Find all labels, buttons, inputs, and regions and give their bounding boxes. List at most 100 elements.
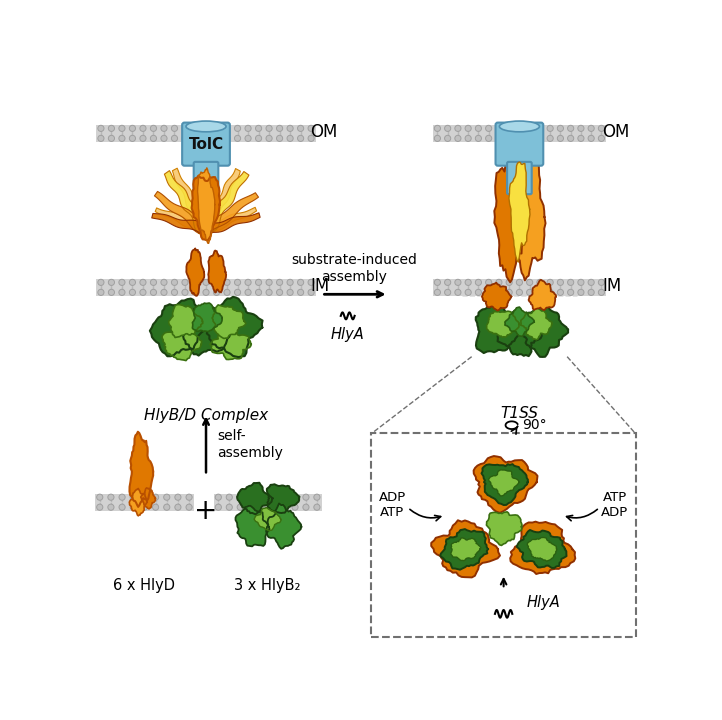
Bar — [432, 125, 606, 142]
Text: 90°: 90° — [523, 418, 547, 432]
Circle shape — [97, 125, 104, 132]
Circle shape — [547, 279, 553, 285]
FancyBboxPatch shape — [193, 162, 218, 194]
Circle shape — [588, 279, 594, 285]
Circle shape — [567, 289, 574, 295]
Circle shape — [182, 125, 188, 132]
Circle shape — [308, 135, 314, 141]
Polygon shape — [487, 512, 522, 546]
Circle shape — [292, 504, 298, 510]
Circle shape — [224, 135, 230, 141]
Polygon shape — [482, 464, 528, 505]
Circle shape — [297, 289, 304, 295]
Circle shape — [248, 504, 254, 510]
Polygon shape — [266, 503, 301, 549]
Text: T1SS: T1SS — [500, 406, 539, 421]
Circle shape — [214, 125, 219, 132]
Circle shape — [259, 494, 265, 500]
Circle shape — [235, 135, 240, 141]
Circle shape — [215, 494, 222, 500]
Circle shape — [235, 125, 240, 132]
Circle shape — [150, 135, 157, 141]
Circle shape — [97, 504, 103, 510]
Circle shape — [237, 494, 243, 500]
Circle shape — [277, 125, 283, 132]
Circle shape — [119, 494, 125, 500]
Circle shape — [150, 289, 157, 295]
Circle shape — [119, 135, 125, 141]
Circle shape — [108, 504, 114, 510]
Circle shape — [287, 279, 293, 285]
Circle shape — [599, 135, 604, 141]
Polygon shape — [192, 303, 222, 331]
Circle shape — [308, 289, 314, 295]
Circle shape — [567, 125, 574, 132]
Circle shape — [435, 289, 440, 295]
Circle shape — [119, 279, 125, 285]
Circle shape — [547, 125, 553, 132]
Text: HlyA: HlyA — [527, 595, 560, 610]
Circle shape — [161, 279, 167, 285]
Circle shape — [287, 125, 293, 132]
Circle shape — [108, 279, 115, 285]
Circle shape — [567, 135, 574, 141]
Circle shape — [270, 504, 277, 510]
Polygon shape — [431, 521, 500, 577]
Circle shape — [516, 279, 523, 285]
Circle shape — [297, 135, 304, 141]
Bar — [214, 494, 321, 510]
Polygon shape — [141, 488, 155, 509]
Polygon shape — [129, 488, 147, 516]
Circle shape — [516, 289, 523, 295]
Circle shape — [445, 135, 451, 141]
Circle shape — [108, 135, 115, 141]
Circle shape — [266, 125, 272, 132]
Circle shape — [506, 125, 512, 132]
Circle shape — [235, 279, 240, 285]
Circle shape — [150, 279, 157, 285]
Circle shape — [256, 125, 261, 132]
Circle shape — [171, 279, 178, 285]
Text: ADP: ADP — [379, 491, 406, 504]
Circle shape — [588, 125, 594, 132]
Circle shape — [193, 279, 199, 285]
Circle shape — [245, 279, 251, 285]
Circle shape — [161, 289, 167, 295]
Text: ADP: ADP — [601, 506, 629, 519]
Circle shape — [171, 125, 178, 132]
Circle shape — [465, 289, 471, 295]
Circle shape — [108, 289, 115, 295]
Circle shape — [475, 289, 482, 295]
Circle shape — [193, 135, 199, 141]
Text: 3 x HlyB₂: 3 x HlyB₂ — [235, 578, 301, 593]
Circle shape — [224, 279, 230, 285]
Polygon shape — [165, 171, 212, 234]
Polygon shape — [201, 193, 258, 233]
Circle shape — [287, 289, 293, 295]
Circle shape — [186, 494, 192, 500]
Polygon shape — [191, 176, 220, 240]
Circle shape — [567, 279, 574, 285]
Circle shape — [171, 289, 178, 295]
Circle shape — [314, 504, 320, 510]
Circle shape — [108, 125, 115, 132]
Circle shape — [161, 135, 167, 141]
Polygon shape — [204, 207, 256, 233]
Circle shape — [226, 494, 232, 500]
FancyBboxPatch shape — [182, 122, 230, 166]
Circle shape — [186, 504, 192, 510]
Polygon shape — [206, 297, 263, 357]
Circle shape — [599, 279, 604, 285]
Circle shape — [266, 279, 272, 285]
Bar — [96, 125, 316, 142]
Polygon shape — [487, 311, 519, 337]
Circle shape — [496, 279, 502, 285]
Circle shape — [445, 289, 451, 295]
Circle shape — [129, 289, 136, 295]
Circle shape — [245, 135, 251, 141]
Circle shape — [215, 504, 222, 510]
Circle shape — [297, 279, 304, 285]
Circle shape — [277, 135, 283, 141]
Circle shape — [142, 494, 147, 500]
Circle shape — [308, 125, 314, 132]
